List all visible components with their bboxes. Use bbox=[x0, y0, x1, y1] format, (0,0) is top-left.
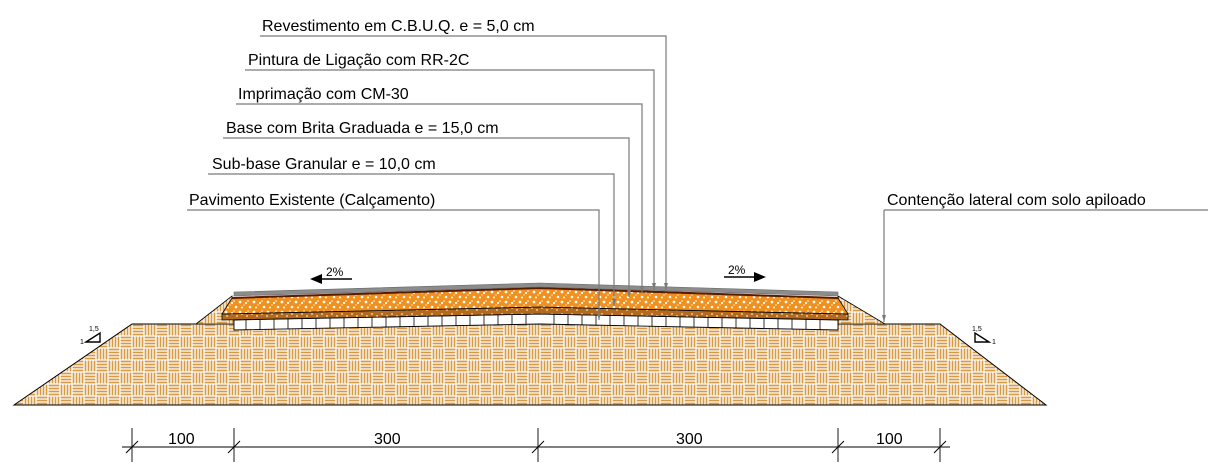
prime-coat-line bbox=[231, 286, 839, 299]
label-pintura: Pintura de Ligação com RR-2C bbox=[248, 52, 469, 69]
label-pavimento: Pavimento Existente (Calçamento) bbox=[189, 192, 435, 209]
svg-text:1,5: 1,5 bbox=[89, 326, 99, 333]
cross-slope-left: 2% bbox=[310, 265, 352, 284]
svg-text:2%: 2% bbox=[326, 265, 344, 279]
label-subbase: Sub-base Granular e = 10,0 cm bbox=[212, 156, 436, 173]
label-base: Base com Brita Graduada e = 15,0 cm bbox=[226, 120, 499, 137]
leader-lines bbox=[187, 35, 1208, 322]
svg-text:1,5: 1,5 bbox=[972, 326, 982, 333]
dimension-2: 300 bbox=[374, 431, 401, 448]
slope-symbol-right: 1,5 1 bbox=[972, 326, 996, 346]
svg-text:1: 1 bbox=[992, 339, 996, 346]
svg-text:1: 1 bbox=[80, 339, 84, 346]
dimension-line: 100 300 300 100 bbox=[122, 428, 950, 462]
dimension-4: 100 bbox=[876, 431, 903, 448]
label-imprimacao: Imprimação com CM-30 bbox=[238, 86, 409, 103]
dimension-1: 100 bbox=[168, 431, 195, 448]
dimension-3: 300 bbox=[676, 431, 703, 448]
arrow-right-icon bbox=[754, 272, 766, 282]
existing-pavement-blocks bbox=[245, 314, 821, 330]
label-revestimento: Revestimento em C.B.U.Q. e = 5,0 cm bbox=[262, 18, 535, 35]
label-contencao: Contenção lateral com solo apiloado bbox=[887, 192, 1146, 209]
embankment-body bbox=[12, 323, 1048, 406]
asphalt-surface-layer bbox=[233, 282, 839, 297]
cross-slope-right: 2% bbox=[724, 263, 766, 282]
slope-symbol-left: 1,5 1 bbox=[80, 326, 101, 346]
svg-text:2%: 2% bbox=[728, 263, 746, 277]
arrow-left-icon bbox=[310, 274, 322, 284]
